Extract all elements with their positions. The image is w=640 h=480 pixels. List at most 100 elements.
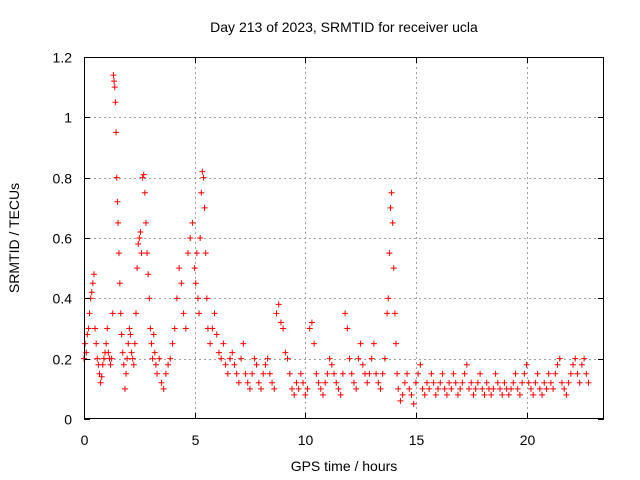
data-point bbox=[501, 379, 508, 386]
data-point bbox=[470, 391, 477, 398]
data-point bbox=[169, 340, 176, 347]
data-point bbox=[468, 379, 475, 386]
data-point bbox=[426, 385, 433, 392]
data-point bbox=[319, 391, 326, 398]
x-tick-labels: 0 5 10 15 20 bbox=[81, 432, 536, 448]
data-point bbox=[552, 370, 559, 377]
data-point bbox=[302, 391, 309, 398]
data-point bbox=[565, 379, 572, 386]
data-point bbox=[85, 325, 92, 332]
data-point bbox=[581, 355, 588, 362]
data-point bbox=[138, 250, 145, 257]
data-point bbox=[103, 340, 110, 347]
data-point bbox=[308, 319, 315, 326]
data-point bbox=[512, 370, 519, 377]
data-point bbox=[488, 391, 495, 398]
data-point bbox=[264, 355, 271, 362]
data-point bbox=[390, 265, 397, 272]
data-point bbox=[96, 370, 103, 377]
data-point bbox=[111, 84, 118, 91]
data-point bbox=[494, 379, 501, 386]
data-point bbox=[129, 355, 136, 362]
data-point bbox=[317, 385, 324, 392]
data-point bbox=[406, 385, 413, 392]
data-point bbox=[176, 265, 183, 272]
x-tick-label: 20 bbox=[520, 432, 536, 448]
data-point bbox=[385, 295, 392, 302]
data-point bbox=[139, 174, 146, 181]
data-point bbox=[111, 78, 118, 85]
data-point bbox=[251, 355, 258, 362]
data-point bbox=[133, 310, 139, 317]
data-point bbox=[131, 340, 138, 347]
x-tick-label: 5 bbox=[192, 432, 200, 448]
data-point bbox=[521, 370, 528, 377]
data-point bbox=[238, 355, 245, 362]
data-point bbox=[289, 385, 295, 392]
data-point bbox=[344, 325, 351, 332]
data-point bbox=[180, 310, 187, 317]
y-axis-title: SRMTID / TECUs bbox=[6, 183, 22, 293]
data-point bbox=[461, 370, 468, 377]
data-point bbox=[200, 174, 207, 181]
y-tick-label: 0.8 bbox=[53, 171, 73, 187]
data-point bbox=[118, 331, 125, 338]
data-point bbox=[82, 340, 89, 347]
data-point bbox=[218, 355, 225, 362]
data-point bbox=[162, 370, 169, 377]
data-point bbox=[115, 219, 122, 226]
data-point bbox=[158, 379, 165, 386]
data-point bbox=[505, 391, 512, 398]
data-point bbox=[516, 391, 523, 398]
data-point bbox=[88, 289, 95, 296]
grid-lines bbox=[84, 57, 604, 419]
data-point bbox=[295, 385, 302, 392]
data-point bbox=[185, 250, 191, 257]
data-point bbox=[209, 325, 216, 332]
data-point bbox=[293, 379, 300, 386]
data-point bbox=[284, 355, 291, 362]
data-point bbox=[140, 171, 147, 178]
data-point bbox=[563, 391, 570, 398]
data-point bbox=[439, 370, 446, 377]
data-point bbox=[107, 361, 114, 368]
data-point bbox=[534, 370, 541, 377]
data-point bbox=[373, 370, 380, 377]
data-point bbox=[333, 379, 340, 386]
data-point bbox=[472, 385, 479, 392]
data-point bbox=[235, 379, 242, 386]
data-point bbox=[202, 250, 209, 257]
data-point bbox=[126, 325, 133, 332]
data-point bbox=[448, 385, 455, 392]
data-point bbox=[282, 349, 289, 356]
data-point bbox=[554, 361, 561, 368]
data-point bbox=[144, 250, 151, 257]
data-point bbox=[570, 361, 577, 368]
data-point bbox=[421, 391, 428, 398]
data-point bbox=[137, 228, 144, 235]
data-point bbox=[423, 379, 430, 386]
data-point bbox=[182, 325, 189, 332]
data-point bbox=[391, 310, 398, 317]
data-point bbox=[229, 349, 236, 356]
data-point bbox=[231, 361, 238, 368]
data-point bbox=[255, 379, 262, 386]
data-point bbox=[112, 99, 119, 106]
data-point bbox=[89, 280, 96, 287]
data-point bbox=[547, 379, 554, 386]
data-point bbox=[304, 385, 311, 392]
data-point bbox=[578, 361, 585, 368]
data-point bbox=[543, 385, 550, 392]
data-point bbox=[198, 189, 205, 196]
data-point bbox=[357, 340, 364, 347]
y-tick-label: 0.6 bbox=[53, 231, 73, 247]
data-point bbox=[514, 385, 521, 392]
data-point bbox=[550, 385, 557, 392]
data-point bbox=[389, 219, 396, 226]
data-point bbox=[108, 355, 115, 362]
data-point bbox=[253, 361, 260, 368]
data-point bbox=[370, 340, 377, 347]
data-point bbox=[539, 391, 546, 398]
data-point bbox=[377, 385, 384, 392]
data-point bbox=[260, 370, 267, 377]
